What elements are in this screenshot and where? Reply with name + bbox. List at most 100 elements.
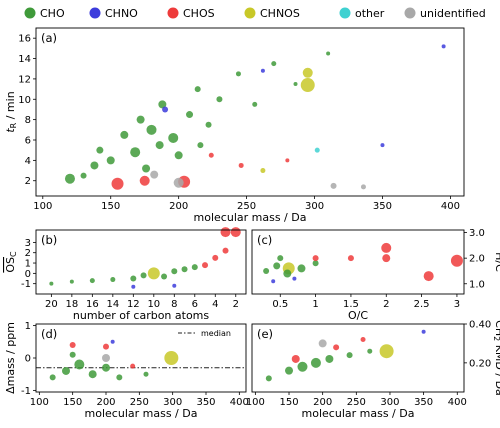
data-point-chos (312, 255, 319, 262)
data-point-chos (220, 227, 231, 238)
data-point-cho (74, 359, 85, 370)
data-point-cho (326, 51, 331, 56)
data-point-cho (106, 156, 115, 165)
legend-marker-cho (24, 7, 36, 19)
data-point-cho (297, 361, 308, 372)
data-point-unidentified (318, 339, 327, 348)
x-tick-label: 250 (130, 397, 149, 408)
data-point-cho (273, 262, 281, 270)
data-point-chos (212, 254, 219, 261)
x-tick-label: 400 (230, 397, 249, 408)
y-tick-label: 0.20 (469, 358, 491, 369)
x-tick-label: 2 (233, 299, 239, 310)
data-point-chos (450, 254, 463, 267)
y-axis-label: OSC (4, 251, 18, 273)
data-point-cho (205, 121, 212, 128)
x-tick-label: 2 (383, 299, 389, 310)
data-point-cho (285, 366, 294, 375)
legend-marker-chnos (244, 7, 256, 19)
data-point-chos (222, 247, 229, 254)
panel-label: (d) (41, 327, 57, 341)
median-legend-label: median (201, 329, 231, 338)
plot-frame (251, 229, 465, 295)
y-tick-label: 2 (25, 176, 31, 187)
data-point-cho (80, 172, 87, 179)
y-tick-label: 1.0 (469, 279, 485, 290)
x-axis-label: number of carbon atoms (73, 309, 210, 322)
legend: CHO CHNO CHOS CHNOS other unidentified (24, 7, 486, 20)
data-point-cho (277, 255, 284, 262)
panel-d: median 100 150 200 250 300 350 400 -1 0 1 (d) molecu… (4, 321, 249, 420)
y-tick-label: 3 (25, 238, 31, 249)
panel-label: (b) (41, 233, 57, 247)
data-point-cho (265, 375, 272, 382)
x-tick-label: 350 (414, 397, 433, 408)
legend-label-unidentified: unidentified (420, 7, 486, 20)
panel-c: 0.5 1 1.5 2 2.5 3 1.0 2.0 3.0 (c) O/C H/C (251, 228, 500, 322)
y-tick-label: 6 (25, 136, 31, 147)
data-point-cho (271, 61, 277, 67)
data-point-chos (69, 342, 76, 349)
x-tick-label: 150 (279, 397, 298, 408)
data-point-cho (161, 273, 168, 280)
x-tick-label: 200 (313, 397, 332, 408)
data-point-cho (155, 141, 164, 150)
x-tick-label: 200 (169, 201, 188, 212)
legend-label-other: other (355, 7, 385, 20)
data-point-cho (235, 71, 241, 77)
data-point-cho (174, 151, 183, 160)
data-point-chnos (300, 78, 315, 93)
x-axis-label: molecular mass / Da (85, 407, 198, 420)
data-point-cho (191, 264, 198, 271)
data-point-cho (120, 130, 129, 139)
y-tick-label: -1 (21, 386, 31, 397)
data-point-cho (136, 115, 145, 124)
data-point-cho (310, 357, 321, 368)
data-point-unidentified (330, 182, 337, 189)
x-tick-label: 4 (212, 299, 218, 310)
data-point-cho (110, 277, 116, 283)
data-point-unidentified (102, 354, 110, 362)
panel-label: (c) (257, 233, 272, 247)
x-tick-label: 6 (192, 299, 198, 310)
x-tick-label: 8 (171, 299, 177, 310)
data-point-cho (252, 101, 258, 107)
data-point-cho (216, 96, 223, 103)
data-point-chno (421, 329, 426, 334)
data-point-cho (158, 100, 167, 109)
data-point-chno (172, 283, 177, 288)
data-point-cho (194, 86, 201, 93)
data-point-cho (312, 260, 319, 267)
x-tick-label: 350 (373, 201, 392, 212)
x-tick-label: 100 (246, 397, 265, 408)
data-point-chno (292, 276, 297, 281)
data-point-cho (88, 370, 97, 379)
y-axis-label: tR / min (4, 91, 18, 132)
x-tick-label: 10 (147, 299, 160, 310)
data-point-chnos (379, 344, 394, 359)
data-point-chos (347, 255, 354, 262)
data-point-cho (62, 366, 70, 375)
y-tick-label: 8 (25, 115, 31, 126)
data-point-cho (168, 132, 179, 143)
data-point-chos (208, 152, 214, 158)
data-point-chos (291, 354, 300, 363)
data-point-chos (382, 254, 391, 263)
data-point-cho (49, 374, 56, 381)
data-point-cho (140, 272, 147, 279)
y-tick-label: 4 (25, 156, 31, 167)
y-tick-label: 3.0 (469, 228, 485, 239)
data-point-chno (131, 284, 136, 289)
data-point-cho (69, 351, 76, 358)
data-point-chno (271, 279, 276, 284)
data-point-chno (162, 106, 169, 113)
legend-label-cho: CHO (40, 7, 65, 20)
data-point-chos (423, 271, 434, 282)
legend-marker-unidentified (404, 7, 416, 19)
x-tick-label: 300 (163, 397, 182, 408)
y-tick-label: 12 (18, 74, 31, 85)
data-point-cho (197, 142, 204, 149)
data-point-chnos (302, 67, 313, 78)
y-tick-label: 1 (25, 259, 31, 270)
